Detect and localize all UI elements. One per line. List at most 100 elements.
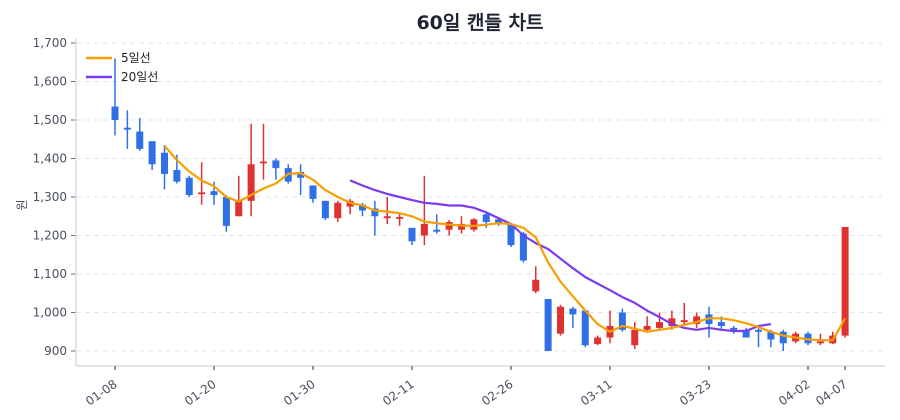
candle-down — [742, 327, 750, 338]
candle-body — [359, 204, 366, 211]
candle-body — [594, 337, 602, 345]
candle-body — [210, 191, 218, 196]
ma5-line — [163, 145, 847, 342]
y-tick-label: 1,200 — [33, 229, 67, 243]
ma20-line — [349, 179, 772, 333]
y-tick-label: 1,000 — [33, 306, 67, 320]
y-tick-label: 1,100 — [33, 267, 67, 281]
x-tick-label: 01-08 — [83, 377, 120, 408]
candle-down — [185, 175, 193, 197]
candle-body — [470, 219, 478, 230]
x-tick-label: 01-30 — [281, 377, 318, 408]
candle-body — [631, 329, 639, 346]
candle-up — [693, 312, 701, 328]
candle-body — [841, 227, 849, 336]
candle-up — [235, 175, 243, 217]
candle-down — [123, 110, 131, 149]
candle-down — [519, 231, 527, 263]
candle-body — [420, 223, 428, 236]
legend-label: 5일선 — [121, 51, 151, 65]
candle-down — [371, 200, 379, 236]
candle-up — [383, 197, 391, 224]
candle-body — [445, 222, 453, 230]
candle-body — [779, 331, 787, 344]
candle-down — [161, 145, 168, 190]
candle-down — [569, 306, 577, 328]
candle-body — [321, 200, 329, 219]
candle-body — [123, 127, 131, 130]
candle-down — [544, 299, 552, 351]
candle-down — [618, 308, 626, 332]
candle-up — [445, 220, 453, 236]
candle-body — [148, 141, 156, 165]
legend-label: 20일선 — [121, 70, 158, 84]
candle-body — [767, 331, 775, 340]
candle-up — [680, 302, 688, 326]
candle-down — [136, 118, 144, 151]
candle-down — [705, 306, 713, 338]
y-axis-title: 원 — [15, 199, 29, 210]
candle-up — [656, 312, 663, 330]
candle-body — [161, 152, 168, 174]
gridlines — [76, 42, 885, 352]
candle-body — [247, 164, 255, 201]
legend: 5일선 20일선 — [86, 51, 158, 84]
candle-down — [272, 158, 280, 180]
candle-body — [136, 131, 144, 149]
y-tick-label: 1,400 — [33, 152, 67, 166]
candle-body — [272, 160, 280, 169]
candle-down — [730, 325, 738, 334]
chart-title: 60일 캔들 차트 — [416, 12, 544, 34]
candle-up — [198, 162, 206, 205]
candle-body — [433, 229, 441, 232]
candle-body — [383, 216, 391, 219]
candle-up — [594, 335, 602, 346]
candle-body — [173, 170, 181, 182]
candle-up — [606, 310, 614, 344]
candle-down — [408, 227, 416, 246]
candle-body — [185, 177, 193, 196]
candles — [111, 58, 849, 351]
candle-down — [321, 200, 329, 221]
candle-body — [297, 171, 305, 178]
x-tick-label: 02-26 — [479, 377, 516, 408]
x-tick-label: 01-20 — [182, 377, 219, 408]
candle-up — [631, 322, 639, 350]
candle-up — [334, 200, 342, 223]
candle-body — [396, 217, 404, 219]
y-tick-label: 1,700 — [33, 36, 67, 50]
candle-body — [260, 161, 267, 164]
candle-body — [408, 227, 416, 242]
legend-item: 20일선 — [86, 70, 158, 84]
candle-body — [198, 192, 206, 195]
candle-body — [482, 214, 490, 223]
candle-body — [235, 200, 243, 217]
candle-body — [507, 223, 515, 246]
y-tick-label: 1,300 — [33, 190, 67, 204]
candle-body — [717, 322, 725, 326]
x-tick-label: 03-11 — [578, 377, 615, 408]
candle-body — [334, 202, 342, 219]
candle-body — [458, 223, 465, 230]
candle-up — [668, 310, 676, 330]
candle-body — [371, 208, 379, 217]
candle-body — [742, 329, 750, 338]
candle-down — [297, 164, 305, 196]
legend-item: 5일선 — [86, 51, 151, 65]
candle-body — [816, 341, 824, 344]
y-tick-label: 1,600 — [33, 75, 67, 89]
candle-down — [309, 185, 317, 203]
candle-body — [618, 312, 626, 330]
candle-body — [643, 325, 651, 330]
x-tick-label: 04-02 — [776, 377, 813, 408]
candle-up — [420, 175, 428, 246]
candle-down — [581, 310, 589, 348]
candle-down — [111, 58, 119, 136]
candle-up — [260, 123, 267, 180]
candle-body — [693, 316, 701, 325]
x-tick-label: 02-11 — [380, 377, 417, 408]
candle-body — [495, 219, 503, 224]
candle-up — [643, 316, 651, 332]
